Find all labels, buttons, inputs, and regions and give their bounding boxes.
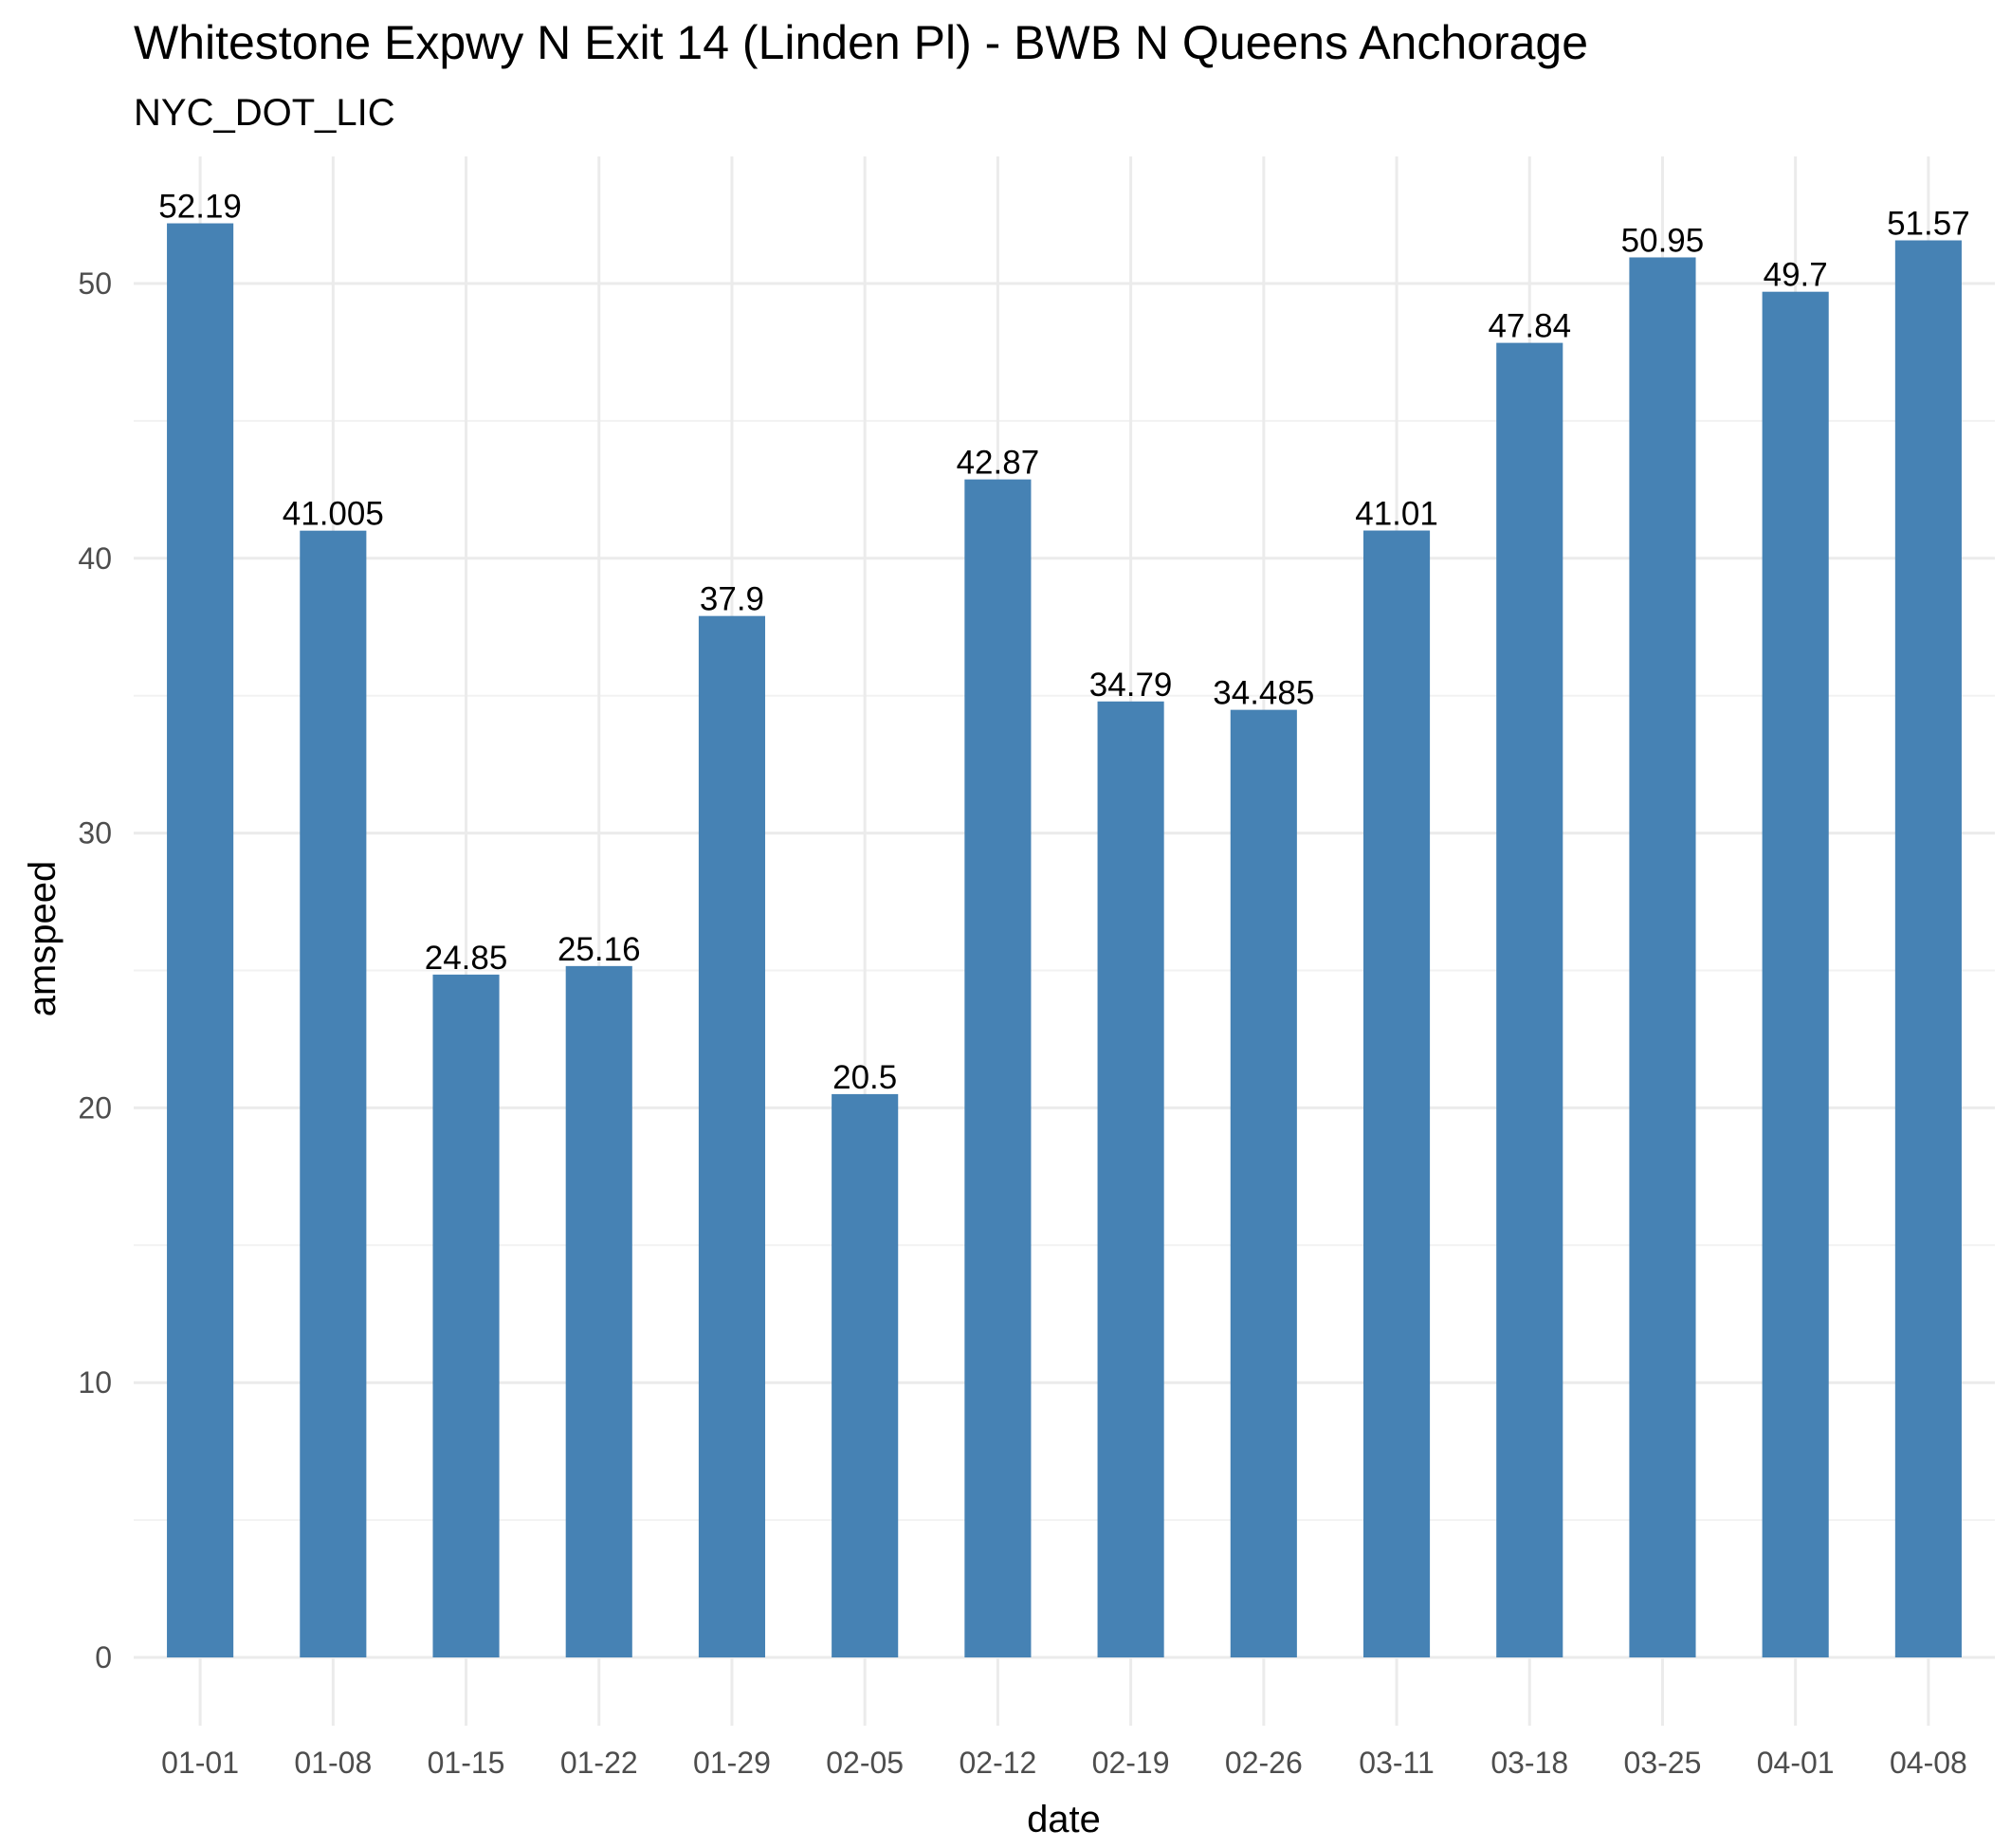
- bar-value-label: 41.005: [283, 496, 384, 533]
- chart-subtitle: NYC_DOT_LIC: [134, 92, 395, 134]
- bar-value-label: 24.85: [425, 940, 508, 977]
- bar: [300, 530, 367, 1658]
- y-tick-label: 40: [78, 541, 112, 576]
- x-axis-ticks: 01-01 01-08 01-15 01-22 01-29 02-05 02-12 02-19…: [161, 1746, 1967, 1780]
- y-axis-ticks: 0 10 20 30 40 50: [78, 266, 112, 1674]
- bar: [1097, 701, 1164, 1657]
- x-tick-label: 01-08: [294, 1746, 372, 1780]
- x-tick-label: 02-26: [1225, 1746, 1303, 1780]
- bar-value-label: 34.79: [1089, 667, 1173, 704]
- x-tick-label: 01-01: [161, 1746, 239, 1780]
- x-tick-label: 03-11: [1359, 1746, 1434, 1780]
- bar-value-label: 51.57: [1887, 206, 1970, 243]
- x-tick-label: 02-19: [1092, 1746, 1170, 1780]
- x-tick-label: 04-08: [1890, 1746, 1967, 1780]
- bar: [1496, 342, 1563, 1657]
- bars: [167, 223, 1962, 1658]
- bar-value-label: 42.87: [957, 445, 1040, 482]
- bar-value-label: 20.5: [832, 1059, 897, 1096]
- bar: [1762, 291, 1829, 1658]
- bar-value-label: 41.01: [1355, 496, 1438, 533]
- bar: [698, 615, 766, 1658]
- x-tick-label: 03-25: [1624, 1746, 1702, 1780]
- y-tick-label: 50: [78, 266, 112, 301]
- bar-value-label: 49.7: [1764, 257, 1828, 294]
- x-tick-label: 04-01: [1757, 1746, 1835, 1780]
- x-tick-label: 01-22: [560, 1746, 638, 1780]
- y-tick-label: 0: [95, 1640, 112, 1674]
- bar-value-label: 25.16: [558, 931, 641, 968]
- y-tick-label: 10: [78, 1365, 112, 1400]
- y-tick-label: 20: [78, 1090, 112, 1125]
- x-tick-label: 02-05: [826, 1746, 904, 1780]
- bar-value-label: 52.19: [158, 189, 242, 226]
- bar: [1629, 257, 1696, 1657]
- y-tick-label: 30: [78, 816, 112, 851]
- x-axis-title: date: [1027, 1799, 1101, 1840]
- bar-value-label: 37.9: [700, 581, 764, 618]
- bar: [167, 223, 234, 1657]
- bar: [1894, 240, 1962, 1657]
- y-axis-title: amspeed: [22, 861, 64, 1017]
- x-tick-label: 01-15: [428, 1746, 505, 1780]
- bar: [964, 479, 1032, 1657]
- bar: [1230, 709, 1297, 1657]
- grid-lines: [134, 156, 1995, 1726]
- bar: [832, 1093, 899, 1657]
- bar-value-label: 47.84: [1488, 308, 1571, 345]
- bar-value-labels: 52.19 41.005 24.85 25.16 37.9 20.5 42.87 34.79 3…: [158, 189, 1969, 1096]
- bar: [565, 965, 632, 1657]
- x-tick-label: 01-29: [693, 1746, 771, 1780]
- x-tick-label: 03-18: [1490, 1746, 1568, 1780]
- chart-title: Whitestone Expwy N Exit 14 (Linden Pl) -…: [134, 16, 1588, 69]
- bar: [432, 974, 500, 1657]
- bar: [1362, 530, 1431, 1657]
- bar-value-label: 50.95: [1621, 222, 1705, 259]
- x-tick-label: 02-12: [959, 1746, 1036, 1780]
- bar-value-label: 34.485: [1213, 675, 1314, 712]
